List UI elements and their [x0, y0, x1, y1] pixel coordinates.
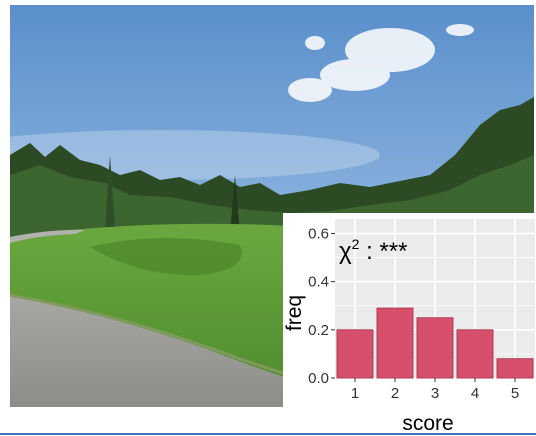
chart-panel: 0.0 0.2 0.4 0.6 1 2 3 4 5 χ2 : *** freq score [283, 213, 536, 436]
significance-stars: : *** [359, 238, 407, 265]
chi-square-annotation: χ2 : *** [339, 236, 407, 265]
y-tick-label: 0.4 [308, 274, 329, 291]
axis-layer: 0.0 0.2 0.4 0.6 1 2 3 4 5 [308, 225, 519, 402]
x-tick-label: 3 [431, 385, 439, 402]
bar-chart: 0.00.20.40.61 2 3 4 5 χ2 : *** freq score [283, 219, 535, 435]
bar-3 [416, 317, 454, 379]
y-tick-label: 0.0 [308, 370, 329, 387]
y-tick-label: 0.2 [308, 322, 329, 339]
bar-2 [376, 307, 414, 379]
y-axis-title: freq [283, 295, 306, 331]
bottom-divider [0, 433, 536, 435]
x-axis-title: score [402, 412, 453, 435]
bar-layer [336, 307, 534, 379]
chi-symbol: χ [339, 238, 352, 265]
bar-1 [336, 329, 374, 379]
chi-superscript: 2 [352, 236, 360, 252]
bar-4 [456, 329, 494, 379]
x-tick-label: 4 [471, 385, 479, 402]
y-tick-label: 0.6 [308, 225, 329, 242]
bar-5 [496, 358, 534, 379]
x-tick-label: 5 [511, 385, 519, 402]
x-tick-label: 1 [351, 385, 359, 402]
x-tick-label: 2 [391, 385, 399, 402]
